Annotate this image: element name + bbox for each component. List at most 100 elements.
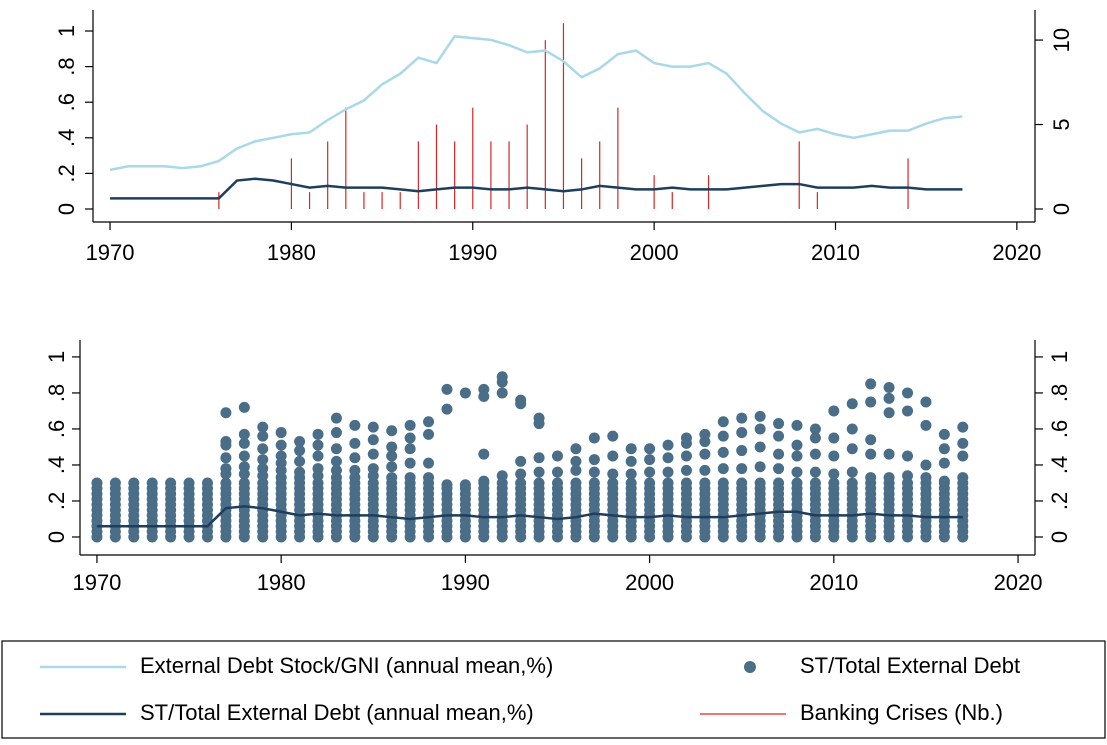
- point: [736, 427, 748, 439]
- point: [423, 416, 435, 428]
- y2-tick-label: .6: [1047, 420, 1072, 438]
- point: [201, 477, 213, 489]
- point: [478, 448, 490, 460]
- point: [386, 425, 398, 437]
- point: [607, 450, 619, 462]
- point: [552, 450, 563, 462]
- line: [109, 35, 963, 172]
- point: [883, 472, 895, 484]
- point: [275, 450, 287, 462]
- point: [607, 430, 619, 442]
- legend-label: ST/Total External Debt: [800, 653, 1020, 678]
- point: [828, 477, 840, 489]
- point: [570, 477, 582, 489]
- point: [680, 477, 692, 489]
- point: [533, 452, 545, 464]
- point: [699, 448, 711, 460]
- point: [109, 477, 121, 489]
- point: [846, 423, 858, 435]
- point: [533, 466, 545, 478]
- point: [607, 468, 619, 480]
- point: [423, 457, 435, 469]
- point: [404, 457, 416, 469]
- point: [957, 472, 969, 484]
- point: [754, 423, 766, 435]
- point: [662, 466, 674, 478]
- point: [367, 463, 379, 475]
- y-tick-label: .8: [44, 384, 69, 402]
- point: [441, 383, 453, 395]
- point: [349, 452, 361, 464]
- point: [570, 443, 582, 455]
- point: [680, 450, 692, 462]
- point: [773, 448, 785, 460]
- point: [367, 421, 379, 433]
- y-tick-label: 1: [44, 351, 69, 363]
- point: [441, 403, 453, 415]
- point: [459, 387, 471, 399]
- point: [699, 428, 711, 440]
- point: [423, 472, 435, 484]
- point: [699, 477, 711, 489]
- point: [294, 436, 306, 448]
- point: [294, 445, 306, 457]
- point: [496, 470, 508, 482]
- point: [238, 401, 250, 413]
- point: [588, 454, 600, 466]
- point: [294, 466, 306, 478]
- point: [257, 430, 269, 442]
- point: [736, 477, 748, 489]
- point: [625, 443, 637, 455]
- point: [809, 448, 821, 460]
- point: [220, 477, 232, 489]
- point: [717, 446, 729, 458]
- point: [736, 445, 748, 457]
- point: [754, 441, 766, 453]
- point: [846, 443, 858, 455]
- point: [902, 450, 914, 462]
- point: [865, 396, 877, 408]
- point: [717, 430, 729, 442]
- y-tick-label: .8: [54, 57, 79, 75]
- point: [883, 407, 895, 419]
- point: [957, 421, 969, 433]
- point: [588, 477, 600, 489]
- point: [754, 477, 766, 489]
- x-tick-label: 1970: [86, 240, 135, 265]
- point: [938, 428, 950, 440]
- point: [220, 407, 232, 419]
- point: [128, 477, 140, 489]
- x-tick-label: 2000: [630, 240, 679, 265]
- point: [644, 443, 656, 455]
- x-tick-label: 2000: [625, 570, 674, 595]
- point: [386, 450, 398, 462]
- point: [349, 464, 361, 476]
- point: [478, 475, 490, 487]
- point: [257, 454, 269, 466]
- point: [570, 455, 582, 467]
- point: [459, 479, 471, 491]
- point: [809, 466, 821, 478]
- line: [110, 177, 963, 200]
- x-tick-label: 1990: [441, 570, 490, 595]
- x-tick-label: 1990: [448, 240, 497, 265]
- point: [938, 457, 950, 469]
- point: [312, 463, 324, 475]
- point: [312, 439, 324, 451]
- y-tick-label: .6: [54, 93, 79, 111]
- y-tick-label: .6: [44, 420, 69, 438]
- point: [809, 477, 821, 489]
- point: [423, 428, 435, 440]
- point: [404, 443, 416, 455]
- point: [957, 437, 969, 449]
- point: [828, 450, 840, 462]
- point: [883, 448, 895, 460]
- point: [496, 371, 508, 383]
- x-tick-label: 1970: [72, 570, 121, 595]
- point: [349, 419, 361, 431]
- point: [312, 450, 324, 462]
- point: [312, 428, 324, 440]
- y-tick-label: .4: [54, 129, 79, 147]
- point: [515, 394, 527, 406]
